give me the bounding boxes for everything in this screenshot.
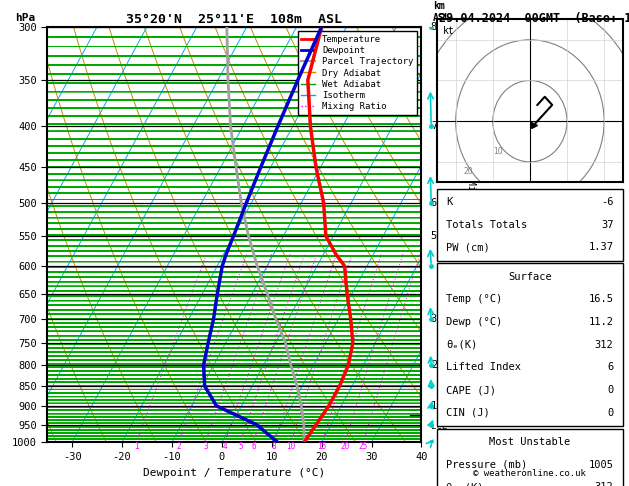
Text: 20: 20 — [463, 167, 473, 176]
Text: 37: 37 — [601, 220, 613, 230]
Text: 2: 2 — [431, 360, 437, 370]
Text: hPa: hPa — [15, 13, 36, 22]
Text: 6: 6 — [607, 363, 613, 372]
Text: CIN (J): CIN (J) — [447, 408, 490, 417]
Text: 20: 20 — [340, 442, 350, 451]
Text: 5: 5 — [238, 442, 243, 451]
Text: 8: 8 — [431, 22, 437, 32]
Text: 1.37: 1.37 — [589, 243, 613, 252]
Text: 1: 1 — [431, 401, 437, 411]
Text: 15: 15 — [318, 442, 327, 451]
Text: 3: 3 — [431, 314, 437, 324]
Text: 6: 6 — [431, 198, 437, 208]
Text: θₑ (K): θₑ (K) — [447, 483, 484, 486]
Text: 0: 0 — [607, 385, 613, 395]
Text: kt: kt — [443, 26, 455, 36]
Text: Surface: Surface — [508, 272, 552, 282]
Text: 25: 25 — [359, 442, 368, 451]
Text: LCL: LCL — [431, 421, 447, 431]
Text: 6: 6 — [251, 442, 255, 451]
Text: 8: 8 — [272, 442, 277, 451]
Title: 35°20'N  25°11'E  108m  ASL: 35°20'N 25°11'E 108m ASL — [126, 13, 342, 26]
Text: 3: 3 — [203, 442, 208, 451]
Bar — [437, 429, 623, 486]
Bar — [437, 189, 623, 261]
Text: 312: 312 — [594, 340, 613, 350]
Text: Lifted Index: Lifted Index — [447, 363, 521, 372]
Text: Totals Totals: Totals Totals — [447, 220, 528, 230]
Text: K: K — [447, 197, 453, 207]
Text: 16.5: 16.5 — [589, 295, 613, 305]
Bar — [437, 263, 623, 426]
Text: Pressure (mb): Pressure (mb) — [447, 460, 528, 470]
Text: Dewp (°C): Dewp (°C) — [447, 317, 503, 327]
Text: 29.04.2024  00GMT  (Base: 12): 29.04.2024 00GMT (Base: 12) — [439, 12, 629, 25]
Legend: Temperature, Dewpoint, Parcel Trajectory, Dry Adiabat, Wet Adiabat, Isotherm, Mi: Temperature, Dewpoint, Parcel Trajectory… — [298, 31, 417, 115]
Text: -6: -6 — [601, 197, 613, 207]
Text: 5: 5 — [431, 231, 437, 241]
X-axis label: Dewpoint / Temperature (°C): Dewpoint / Temperature (°C) — [143, 468, 325, 478]
Text: © weatheronline.co.uk: © weatheronline.co.uk — [474, 469, 586, 478]
Text: 1: 1 — [134, 442, 138, 451]
Text: 2: 2 — [177, 442, 181, 451]
Text: Temp (°C): Temp (°C) — [447, 295, 503, 305]
Text: 0: 0 — [607, 408, 613, 417]
Text: θₑ(K): θₑ(K) — [447, 340, 477, 350]
Text: 10: 10 — [493, 147, 503, 156]
Text: 1005: 1005 — [589, 460, 613, 470]
Text: km
ASL: km ASL — [433, 1, 450, 22]
Text: CAPE (J): CAPE (J) — [447, 385, 496, 395]
Text: Mixing Ratio (g/kg): Mixing Ratio (g/kg) — [466, 179, 476, 290]
Text: 10: 10 — [286, 442, 296, 451]
Text: 7: 7 — [431, 121, 437, 131]
Text: 4: 4 — [223, 442, 227, 451]
Text: PW (cm): PW (cm) — [447, 243, 490, 252]
Text: Most Unstable: Most Unstable — [489, 437, 571, 447]
Text: 312: 312 — [594, 483, 613, 486]
Text: 11.2: 11.2 — [589, 317, 613, 327]
